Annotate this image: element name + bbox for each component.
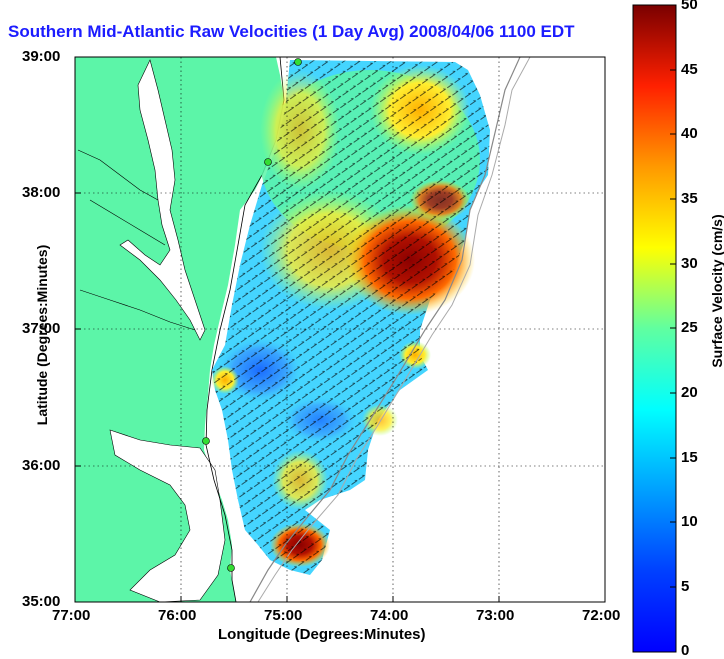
lon-tick: 77:00 (52, 607, 91, 624)
station-marker (294, 58, 302, 66)
lon-tick: 75:00 (264, 607, 303, 624)
colorbar-tick: 35 (681, 190, 698, 207)
pamlico-sound (109, 429, 226, 602)
y-axis-label: Latitude (Degrees:Minutes) (34, 244, 50, 426)
map-title: Southern Mid-Atlantic Raw Velocities (1 … (8, 22, 575, 41)
colorbar-tick: 30 (681, 255, 698, 272)
river-potomac (77, 149, 159, 201)
colorbar-tick: 50 (681, 0, 698, 13)
river-james (79, 289, 196, 331)
lat-tick: 39:00 (22, 48, 61, 65)
river-rappahannock (89, 199, 166, 246)
land-mass (75, 57, 284, 602)
lat-tick: 37:00 (22, 320, 61, 337)
station-marker (264, 158, 272, 166)
x-axis-label: Longitude (Degrees:Minutes) (218, 626, 426, 643)
lon-tick: 76:00 (158, 607, 197, 624)
bathymetry-contour (249, 57, 521, 602)
bathymetry-contour-2 (257, 57, 531, 602)
colorbar-tick: 20 (681, 384, 698, 401)
colorbar-tick: 5 (681, 578, 690, 595)
lon-tick: 72:00 (582, 607, 621, 624)
colorbar-tick: 45 (681, 61, 698, 78)
title-occlusion (603, 18, 631, 44)
colorbar-tick: 15 (681, 449, 698, 466)
chesapeake-bay (119, 59, 206, 341)
lon-tick: 73:00 (476, 607, 515, 624)
lon-tick: 74:00 (370, 607, 409, 624)
colorbar-label: Surface Velocity (cm/s) (709, 214, 724, 368)
lat-tick: 35:00 (22, 593, 61, 610)
station-marker (227, 564, 235, 572)
colorbar-tick: 10 (681, 513, 698, 530)
colorbar-tick: 25 (681, 319, 698, 336)
colorbar-tick: 0 (681, 642, 690, 659)
colorbar (632, 4, 677, 653)
colorbar-tick: 40 (681, 125, 698, 142)
station-marker (202, 437, 210, 445)
lat-tick: 36:00 (22, 457, 61, 474)
lat-tick: 38:00 (22, 184, 61, 201)
grid (75, 57, 605, 602)
